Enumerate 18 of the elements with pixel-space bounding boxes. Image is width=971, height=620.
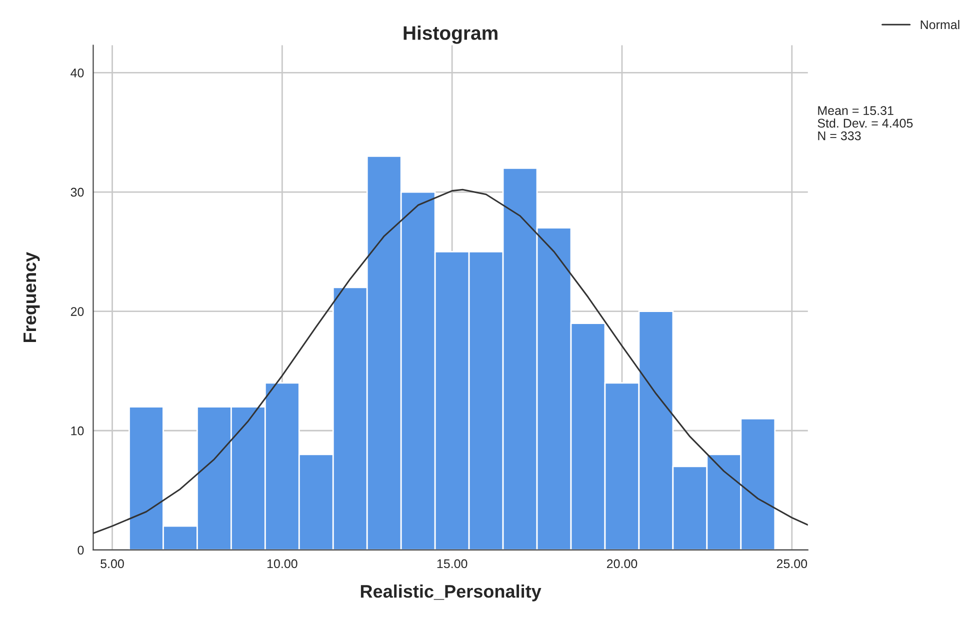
chart-title: Histogram bbox=[404, 26, 498, 44]
y-axis-title: Frequency bbox=[24, 252, 40, 342]
x-axis-title: Realistic_Personality bbox=[360, 584, 542, 602]
x-tick-label: 5.00 bbox=[100, 559, 124, 568]
y-tick-label: 40 bbox=[70, 68, 84, 78]
y-tick-label: 0 bbox=[78, 546, 84, 555]
y-tick-label: 30 bbox=[70, 188, 84, 197]
y-tick-label: 10 bbox=[71, 426, 84, 436]
line-series bbox=[93, 188, 808, 534]
text: N = 333 bbox=[818, 131, 861, 140]
legend-label: Normal bbox=[920, 20, 960, 30]
x-tick-label: 25.00 bbox=[776, 559, 808, 568]
x-tick-label: 20.00 bbox=[606, 559, 638, 568]
x-tick-label: 15.00 bbox=[437, 559, 468, 568]
y-tick-label: 20 bbox=[70, 307, 84, 316]
text: Mean = 15.31 bbox=[818, 106, 894, 116]
x-tick-label: 10.00 bbox=[267, 559, 298, 568]
text: Std. Dev. = 4.405 bbox=[818, 118, 913, 128]
